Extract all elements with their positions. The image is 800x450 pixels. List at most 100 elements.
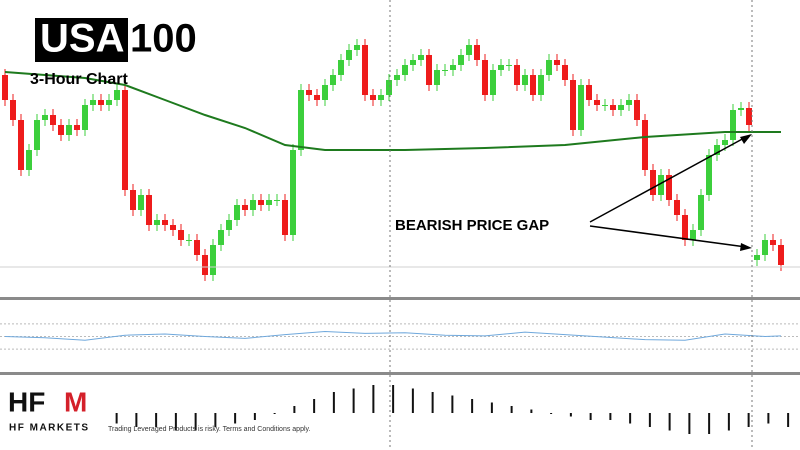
candle-body [354, 45, 360, 50]
histogram-bar [787, 413, 790, 427]
candle-body [234, 205, 240, 220]
logo-right: M [64, 386, 87, 417]
histogram-bar [589, 413, 592, 420]
candle-body [562, 65, 568, 80]
histogram-bar [155, 413, 158, 427]
candle-body [226, 220, 232, 230]
histogram-bar [115, 413, 118, 424]
histogram-bar [727, 413, 730, 431]
candle-body [530, 75, 536, 95]
arrow-line [589, 225, 747, 248]
disclaimer: Trading Leveraged Products is risky. Ter… [108, 426, 311, 433]
candle-body [482, 60, 488, 95]
candle-body [162, 220, 168, 225]
candle-body [746, 108, 752, 125]
subtitle: 3-Hour Chart [30, 71, 128, 88]
candle-body [402, 65, 408, 75]
candle-body [674, 200, 680, 215]
candle-body [186, 240, 192, 241]
candle-body [386, 80, 392, 95]
candle-body [74, 125, 80, 130]
title-box-text: USA [40, 17, 124, 61]
title-box [35, 18, 128, 62]
candle-body [554, 60, 560, 65]
candle-body [82, 105, 88, 130]
candle-body [34, 120, 40, 150]
candle-body [722, 140, 728, 145]
candle-body [314, 95, 320, 100]
candle-body [138, 195, 144, 210]
candle-body [434, 70, 440, 85]
candle-body [202, 255, 208, 275]
panel-separator [0, 372, 800, 375]
candle-body [362, 45, 368, 95]
candle-body [754, 255, 760, 260]
histogram-bar [490, 402, 493, 413]
candle-body [426, 55, 432, 85]
candle-body [50, 115, 56, 125]
histogram-bar [392, 385, 395, 413]
histogram-bar [234, 413, 237, 424]
histogram-bar [688, 413, 691, 434]
candle-body [418, 55, 424, 60]
candle-body [634, 100, 640, 120]
candle-body [466, 45, 472, 55]
candle-body [330, 75, 336, 85]
histogram-bar [550, 413, 553, 414]
candle-body [602, 105, 608, 106]
histogram-bar [273, 413, 276, 414]
histogram-bar [569, 413, 572, 417]
candle-body [250, 200, 256, 210]
candle-body [538, 75, 544, 95]
candle-body [42, 115, 48, 120]
candle-body [10, 100, 16, 120]
logo-left: HF [8, 386, 45, 417]
candle-body [594, 100, 600, 105]
candle-body [586, 85, 592, 100]
histogram-bar [609, 413, 612, 420]
histogram-bar [214, 413, 217, 427]
histogram-bar [668, 413, 671, 431]
histogram-bar [352, 388, 355, 413]
annotation: BEARISH PRICE GAP [395, 217, 549, 234]
candle-body [666, 175, 672, 200]
candle-body [266, 200, 272, 205]
candle-body [274, 200, 280, 201]
histogram-bar [510, 406, 513, 413]
candle-body [762, 240, 768, 255]
candle-body [90, 100, 96, 105]
candle-body [130, 190, 136, 210]
candle-body [442, 70, 448, 71]
histogram-bar [372, 385, 375, 413]
candle-body [210, 245, 216, 275]
candle-body [98, 100, 104, 105]
candle-body [146, 195, 152, 225]
candle-body [370, 95, 376, 100]
histogram-bar [332, 392, 335, 413]
histogram-bar [253, 413, 256, 420]
candle-body [290, 150, 296, 235]
candle-body [378, 95, 384, 100]
candle-body [610, 105, 616, 110]
candle-body [522, 75, 528, 85]
histogram-bar [747, 413, 750, 427]
histogram-bar [313, 399, 316, 413]
candle-body [690, 230, 696, 240]
candle-body [394, 75, 400, 80]
candle-body [258, 200, 264, 205]
candle-body [450, 65, 456, 70]
candle-body [18, 120, 24, 170]
candle-body [514, 65, 520, 85]
arrowhead [740, 134, 752, 144]
panel-separator [0, 297, 800, 300]
brand-name: HF MARKETS [9, 423, 90, 434]
candle-body [642, 120, 648, 170]
candle-body [658, 175, 664, 195]
candle-body [194, 240, 200, 255]
histogram-bar [194, 413, 197, 431]
candle-body [474, 45, 480, 60]
histogram-bar [293, 406, 296, 413]
moving-average [4, 71, 781, 151]
histogram-bar [708, 413, 711, 434]
candle-body [770, 240, 776, 245]
